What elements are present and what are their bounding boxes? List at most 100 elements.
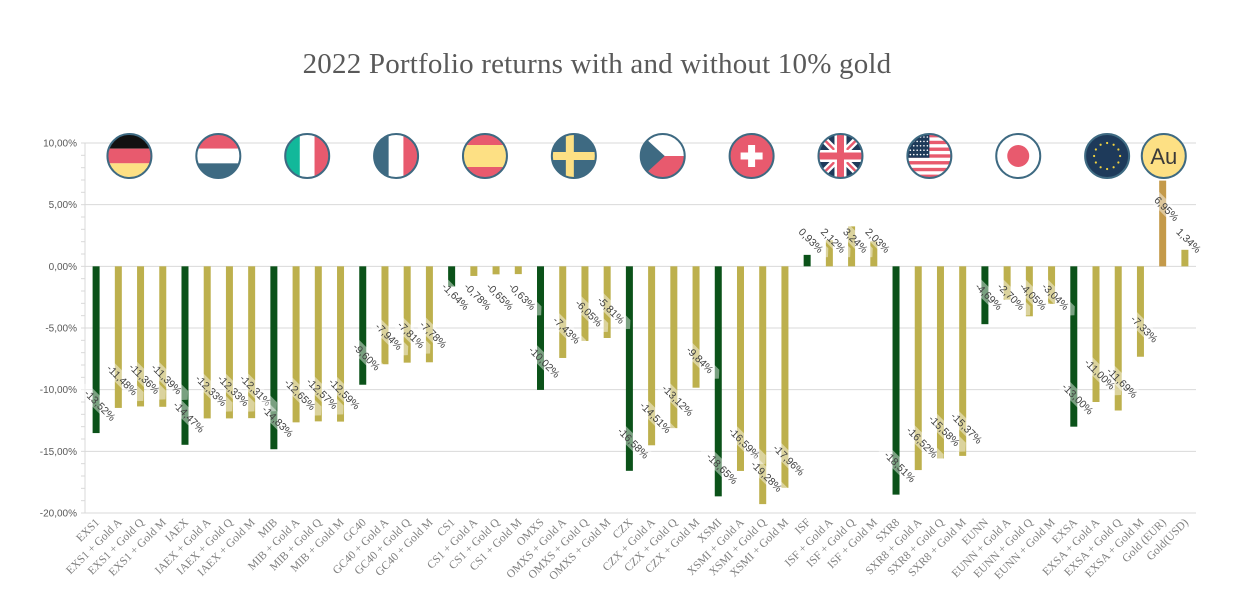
data-label-bg <box>1100 361 1144 404</box>
flag-border <box>1140 133 1187 179</box>
bar <box>936 266 944 459</box>
bar <box>670 266 678 429</box>
y-tick-label: -5,00% <box>45 324 77 335</box>
netherlands-flag <box>195 133 242 179</box>
bar <box>914 266 922 471</box>
bar <box>892 266 900 495</box>
data-label-bg <box>838 223 873 258</box>
y-tick-label: -10,00% <box>40 385 77 396</box>
bar <box>1092 266 1100 402</box>
bar <box>448 266 456 287</box>
bar <box>603 266 611 338</box>
bar <box>581 266 589 341</box>
bar <box>648 266 656 446</box>
data-label: 6,95% <box>1149 191 1184 226</box>
bar <box>292 266 300 423</box>
bar <box>1025 266 1033 317</box>
bar <box>870 241 878 267</box>
data-label-bg <box>78 383 122 427</box>
usa-flag <box>906 133 953 179</box>
bar <box>759 266 767 505</box>
data-label-bg <box>945 406 989 450</box>
data-labels: -13,52%-11,48%-11,36%-11,39%-14,47%-12,3… <box>78 191 1207 498</box>
flag-border <box>906 133 953 179</box>
bar <box>92 266 100 434</box>
data-label-bg <box>680 340 720 379</box>
data-label-bg <box>860 223 895 258</box>
gold-au-icon: Au <box>1140 133 1187 179</box>
bar <box>692 266 700 388</box>
bar <box>159 266 167 407</box>
france-flag <box>373 133 420 179</box>
y-tick-label: -20,00% <box>40 509 77 520</box>
bar <box>1159 180 1167 267</box>
bar <box>248 266 256 419</box>
data-label-bg <box>969 277 1009 316</box>
bar <box>137 266 145 407</box>
data-label-bg <box>369 317 409 356</box>
flag-border <box>817 133 864 179</box>
bar <box>337 266 345 422</box>
czech-flag <box>639 133 686 179</box>
bar <box>848 226 856 267</box>
bar <box>1003 266 1011 300</box>
data-label-bg <box>300 372 344 415</box>
flag-border <box>550 133 597 179</box>
flag-border <box>106 133 153 179</box>
bar <box>625 266 633 471</box>
data-label-bg <box>167 395 211 439</box>
bar <box>314 266 322 422</box>
bar <box>181 266 189 445</box>
data-label-bg <box>612 421 655 465</box>
bar <box>1181 249 1189 267</box>
data-label-bg <box>278 373 322 416</box>
data-label-bg <box>794 223 829 258</box>
bar <box>1070 266 1078 427</box>
bar <box>403 266 411 363</box>
flag-border <box>728 133 775 179</box>
data-label-bg <box>1125 309 1164 348</box>
data-label-bg <box>347 337 386 376</box>
bar <box>203 266 211 419</box>
bar <box>270 266 278 450</box>
data-label-bg <box>503 277 542 316</box>
bars <box>92 180 1189 505</box>
chart-title: 2022 Portfolio returns with and without … <box>302 48 892 80</box>
data-label-bg <box>634 395 677 439</box>
flag-border <box>995 133 1042 179</box>
bar <box>559 266 567 358</box>
y-tick-label: 10,00% <box>43 139 77 150</box>
data-label: 1,34% <box>1171 223 1207 258</box>
germany-flag <box>106 133 153 179</box>
bar <box>470 266 478 276</box>
y-tick-label: 0,00% <box>49 262 77 273</box>
flag-border <box>373 133 420 179</box>
y-tick-label: -15,00% <box>40 447 77 458</box>
data-label-bg <box>656 378 700 422</box>
y-tick-label: 5,00% <box>49 200 77 211</box>
data-label-bg <box>436 277 475 316</box>
bar <box>959 266 967 456</box>
data-label-bg <box>1036 277 1075 316</box>
bar <box>981 266 989 325</box>
data-label-bg <box>212 369 255 412</box>
flag-border <box>195 133 242 179</box>
bar <box>1048 266 1056 304</box>
data-label-bg <box>700 447 744 490</box>
flag-border <box>284 133 331 179</box>
data-label-bg <box>1014 277 1053 316</box>
data-label-bg <box>745 454 789 498</box>
data-label-bg <box>458 277 498 316</box>
data-label-bg <box>480 277 520 316</box>
data-label-bg <box>816 223 851 258</box>
data-label-bg <box>1149 191 1184 226</box>
bar <box>381 266 389 365</box>
data-label-bg <box>391 315 431 354</box>
uk-flag <box>817 133 864 179</box>
bar <box>359 266 367 385</box>
bar <box>492 266 500 275</box>
bar <box>736 266 744 471</box>
sweden-flag <box>550 133 597 179</box>
